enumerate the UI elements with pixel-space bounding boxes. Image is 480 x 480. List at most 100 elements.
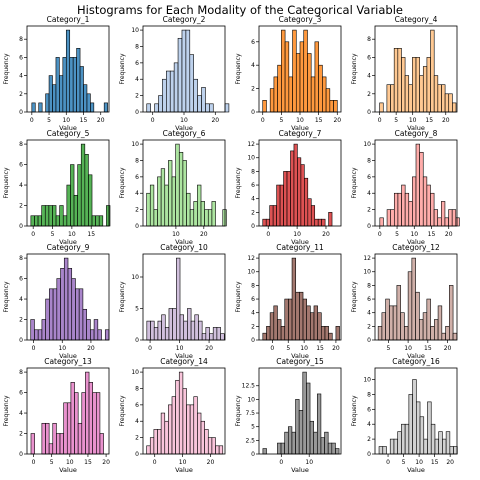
histogram-bar bbox=[205, 103, 210, 113]
histogram-bar bbox=[76, 47, 81, 113]
subplot-title: Category_4 bbox=[395, 15, 438, 24]
y-tick-label: 4 bbox=[367, 310, 371, 317]
histogram-bar bbox=[444, 93, 450, 113]
x-tick-label: 5 bbox=[386, 345, 390, 352]
x-tick-label: 0 bbox=[31, 231, 35, 238]
histogram-bar bbox=[179, 314, 185, 341]
subplot-5: 0 5 10 15 0 2 4 6 8 Category_5 Value Frequency bbox=[3, 129, 111, 246]
y-axis-label: Frequency bbox=[119, 281, 126, 312]
y-tick-label: 8 bbox=[367, 157, 371, 164]
histogram-bar bbox=[211, 437, 216, 455]
x-tick-label: 10 bbox=[300, 345, 308, 352]
histogram-bar bbox=[276, 184, 281, 227]
y-tick-label: 4 bbox=[251, 196, 255, 203]
y-tick-label: 8 bbox=[19, 255, 23, 262]
histogram-bar bbox=[181, 29, 187, 113]
histogram-bar bbox=[60, 268, 65, 341]
subplot-6: 10 20 0 2 4 6 8 10 Category_6 Value Frequency bbox=[119, 129, 227, 246]
histogram-bar bbox=[434, 438, 439, 455]
histogram-bar bbox=[396, 285, 401, 341]
x-axis-label: Value bbox=[175, 466, 193, 474]
histogram-bar bbox=[455, 217, 460, 227]
y-axis-label: Frequency bbox=[119, 395, 126, 426]
histogram-bar bbox=[430, 423, 436, 455]
histogram-bar bbox=[56, 278, 61, 341]
x-tick-label: 0 bbox=[266, 231, 270, 238]
histogram-bar bbox=[41, 422, 46, 455]
y-tick-label: 0 bbox=[19, 109, 23, 116]
histogram-bar bbox=[34, 215, 39, 227]
y-tick-label: 2 bbox=[367, 91, 371, 98]
histogram-bar bbox=[401, 423, 406, 455]
histogram-bar bbox=[90, 102, 95, 113]
y-tick-label: 6 bbox=[367, 406, 371, 413]
y-tick-label: 2 bbox=[19, 431, 23, 438]
histogram-bar bbox=[59, 433, 64, 455]
x-axis-label: Value bbox=[59, 466, 77, 474]
histogram-bar bbox=[44, 205, 50, 227]
subplot-title: Category_16 bbox=[392, 357, 440, 366]
x-tick-label: 20 bbox=[97, 117, 105, 124]
histogram-bar bbox=[430, 29, 435, 113]
y-axis-label: Frequency bbox=[351, 167, 358, 198]
y-tick-label: 10 bbox=[131, 141, 139, 148]
y-tick-label: 4 bbox=[367, 190, 371, 197]
histogram-bar bbox=[283, 171, 288, 227]
y-tick-label: 4 bbox=[19, 182, 23, 189]
histogram-bar bbox=[99, 433, 104, 455]
histogram-bar bbox=[146, 192, 151, 227]
histogram-bar bbox=[66, 184, 71, 227]
histogram-bar bbox=[190, 320, 196, 341]
histogram-bar bbox=[175, 379, 180, 455]
y-tick-label: 10 bbox=[131, 27, 139, 34]
histogram-bar bbox=[299, 291, 304, 341]
subplot-1: 0 5 10 15 20 0 2 4 6 8 Category_1 Value Frequency bbox=[3, 15, 110, 132]
histogram-bar bbox=[449, 446, 454, 455]
histogram-bar bbox=[262, 332, 267, 341]
histogram-bar bbox=[426, 184, 431, 227]
histogram-bar bbox=[412, 57, 417, 113]
histogram-bar bbox=[81, 392, 86, 455]
histogram-bar bbox=[70, 382, 75, 455]
histogram-bar bbox=[415, 143, 420, 227]
y-tick-label: 2 bbox=[135, 207, 139, 214]
x-axis-label: Value bbox=[59, 238, 77, 246]
histogram-bar bbox=[434, 319, 439, 341]
histogram-bar bbox=[452, 332, 458, 341]
histogram-bar bbox=[400, 312, 405, 341]
histogram-bar bbox=[86, 319, 91, 341]
x-axis-label: Value bbox=[291, 466, 309, 474]
histogram-bar bbox=[290, 150, 295, 227]
histogram-bar bbox=[407, 271, 413, 341]
x-tick-label: 0 bbox=[32, 345, 36, 352]
x-tick-label: 0 bbox=[32, 459, 36, 466]
histogram-bar bbox=[426, 57, 431, 113]
histogram-bar bbox=[48, 205, 53, 227]
histogram-bar bbox=[329, 100, 334, 113]
histogram-bar bbox=[175, 143, 180, 227]
y-axis-label: Frequency bbox=[351, 53, 358, 84]
histogram-bar bbox=[411, 257, 416, 341]
histogram-bar bbox=[160, 412, 166, 455]
histogram-bar bbox=[204, 209, 209, 227]
histogram-bar bbox=[322, 76, 327, 113]
histogram-bar bbox=[168, 160, 173, 227]
histogram-bar bbox=[198, 320, 203, 341]
x-tick-label: 0 bbox=[148, 345, 152, 352]
histogram-bar bbox=[182, 388, 187, 455]
histogram-bar bbox=[441, 84, 446, 113]
histogram-bar bbox=[220, 333, 225, 341]
histogram-bar bbox=[150, 320, 155, 341]
histogram-bar bbox=[169, 70, 175, 113]
histogram-bar bbox=[300, 164, 305, 227]
y-axis-label: Frequency bbox=[235, 281, 242, 312]
x-tick-label: 15 bbox=[80, 117, 88, 124]
histogram-bar bbox=[157, 320, 162, 341]
histogram-bar bbox=[295, 53, 301, 113]
x-tick-label: 0 bbox=[151, 117, 155, 124]
x-tick-label: 0 bbox=[30, 117, 34, 124]
histogram-bar bbox=[48, 443, 54, 455]
x-tick-label: 15 bbox=[87, 231, 95, 238]
histogram-bar bbox=[189, 209, 195, 227]
y-tick-label: 6 bbox=[19, 390, 23, 397]
